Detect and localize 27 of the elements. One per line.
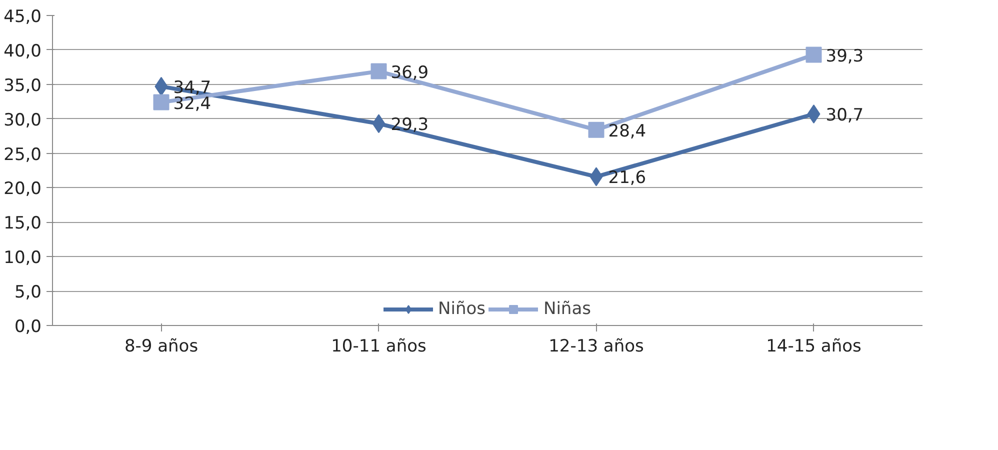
legend-label: Niños [438, 299, 486, 319]
data-label: 28,4 [608, 121, 646, 142]
y-tick-label: 5,0 [14, 282, 42, 303]
point [588, 122, 604, 138]
x-tick-label: 12-13 años [548, 336, 644, 356]
y-tick-label: 40,0 [4, 41, 42, 62]
data-label: 29,3 [390, 115, 429, 136]
y-tick-label: 0,0 [14, 317, 42, 337]
y-tick-label: 15,0 [4, 214, 42, 234]
data-label: 21,6 [608, 168, 646, 188]
data-label: 36,9 [390, 62, 429, 83]
y-tick-label: 10,0 [4, 248, 42, 268]
y-tick-label: 30,0 [4, 110, 42, 130]
x-tick-label: 10-11 años [331, 336, 427, 356]
point [806, 46, 822, 63]
y-tick-label: 20,0 [4, 179, 42, 200]
y-tick-label: 45,0 [4, 7, 42, 27]
y-tick-label: 25,0 [4, 144, 42, 165]
data-label: 39,3 [826, 46, 864, 66]
data-label: 30,7 [826, 106, 864, 126]
point [153, 94, 170, 110]
x-tick-label: 8-9 años [124, 336, 198, 356]
x-tick-label: 14-15 años [766, 336, 862, 356]
y-tick-label: 35,0 [4, 76, 42, 96]
point [370, 63, 387, 80]
data-label: 32,4 [173, 94, 212, 114]
legend-label: Niñas [543, 299, 591, 319]
